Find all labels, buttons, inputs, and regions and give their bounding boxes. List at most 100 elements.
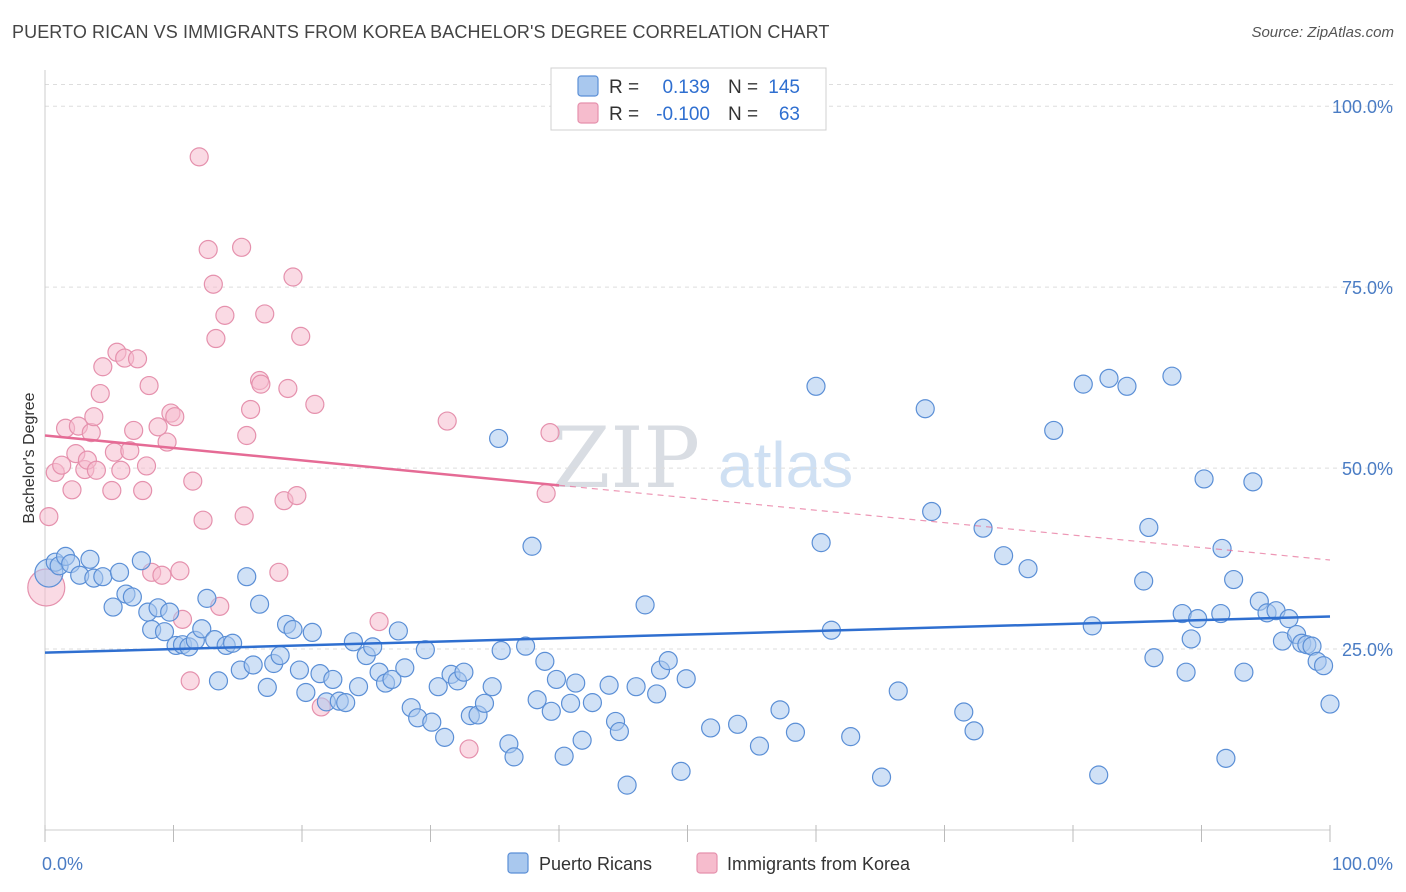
stats-legend: R = 0.139 N = 145 R = -0.100 N = 63 [550, 67, 827, 131]
puerto-rican-point-130 [1224, 569, 1244, 590]
puerto-rican-point-95 [728, 714, 748, 734]
korea-point-1 [39, 506, 59, 527]
puerto-rican-point-127 [1211, 603, 1231, 624]
puerto-rican-point-91 [658, 651, 678, 671]
korea-point-59 [437, 411, 457, 431]
puerto-rican-point-112 [1044, 420, 1064, 441]
korea-point-55 [291, 326, 311, 346]
puerto-rican-point-125 [1188, 609, 1208, 629]
chart-title: PUERTO RICAN VS IMMIGRANTS FROM KOREA BA… [12, 22, 830, 42]
korea-point-32 [170, 561, 190, 581]
korea-point-36 [189, 147, 209, 167]
legend-r-label-1: R = [609, 77, 639, 98]
korea-point-18 [111, 460, 131, 480]
watermark-atlas: atlas [718, 429, 853, 501]
korea-point-38 [198, 239, 218, 260]
puerto-rican-point-24 [197, 588, 217, 608]
puerto-rican-point-9 [109, 562, 130, 582]
korea-point-3 [52, 455, 72, 475]
puerto-rican-point-87 [626, 677, 646, 697]
puerto-rican-point-143 [1313, 656, 1334, 676]
puerto-rican-point-39 [296, 682, 316, 703]
korea-point-54 [287, 486, 307, 506]
puerto-rican-point-10 [103, 597, 123, 617]
puerto-rican-point-131 [1234, 662, 1254, 682]
puerto-rican-point-117 [1117, 376, 1137, 396]
puerto-rican-point-88 [635, 595, 655, 615]
puerto-rican-point-60 [435, 727, 455, 747]
puerto-rican-point-49 [363, 637, 383, 657]
korea-point-58 [369, 611, 389, 632]
series-legend-label-blue: Puerto Ricans [539, 854, 652, 874]
puerto-rican-point-86 [617, 775, 637, 795]
legend-swatch-blue [577, 75, 599, 97]
puerto-rican-point-107 [954, 702, 974, 722]
puerto-rican-point-69 [491, 640, 511, 661]
puerto-rican-point-77 [546, 669, 567, 690]
puerto-rican-point-82 [582, 693, 603, 713]
korea-point-40 [206, 328, 226, 349]
korea-point-23 [133, 480, 153, 501]
korea-point-37 [193, 510, 213, 530]
korea-point-48 [251, 374, 271, 394]
puerto-rican-point-110 [994, 546, 1014, 566]
puerto-rican-point-17 [154, 622, 175, 642]
puerto-rican-point-113 [1073, 374, 1093, 394]
puerto-rican-point-123 [1176, 662, 1196, 682]
puerto-rican-point-124 [1181, 629, 1201, 649]
puerto-rican-point-66 [474, 693, 495, 713]
korea-point-31 [165, 407, 185, 427]
korea-point-43 [232, 237, 252, 257]
puerto-rican-point-126 [1194, 469, 1214, 489]
korea-point-21 [124, 420, 144, 441]
puerto-rican-point-12 [122, 587, 142, 607]
korea-point-62 [540, 423, 560, 443]
legend-n-value-1: 145 [768, 77, 800, 98]
korea-trend-dashed [558, 484, 1331, 561]
puerto-rican-point-58 [422, 712, 442, 732]
puerto-rican-point-73 [522, 536, 542, 556]
puerto-rican-point-114 [1082, 616, 1102, 636]
puerto-rican-point-13 [131, 551, 151, 571]
grid-layer [45, 83, 1395, 650]
puerto-rican-point-28 [223, 633, 243, 653]
korea-point-61 [536, 483, 556, 504]
puerto-rican-point-31 [243, 655, 263, 675]
puerto-rican-point-18 [160, 602, 180, 622]
korea-point-50 [269, 562, 289, 582]
puerto-rican-point-6 [80, 549, 100, 569]
puerto-rican-point-80 [566, 673, 586, 693]
puerto-rican-point-104 [888, 681, 908, 701]
y-tick-label-1: 50.0% [1342, 459, 1393, 479]
legend-n-value-2: 63 [779, 104, 800, 125]
puerto-rican-point-99 [806, 376, 826, 396]
puerto-rican-point-83 [599, 675, 619, 695]
puerto-rican-point-57 [415, 640, 435, 660]
korea-point-44 [234, 506, 254, 526]
puerto-rican-point-53 [388, 621, 408, 641]
puerto-rican-point-52 [382, 669, 402, 690]
puerto-rican-point-132 [1243, 472, 1263, 492]
puerto-rican-point-109 [973, 518, 993, 538]
legend-r-value-2: -0.100 [656, 104, 710, 125]
puerto-rican-point-96 [749, 736, 770, 756]
puerto-rican-point-30 [237, 567, 257, 587]
puerto-rican-point-106 [922, 501, 942, 522]
axes-layer [44, 70, 1331, 842]
x-tick-label-1: 100.0% [1332, 854, 1393, 874]
puerto-rican-point-97 [770, 700, 790, 720]
puerto-rican-point-23 [192, 619, 212, 639]
legend-n-label-2: N = [728, 104, 758, 125]
puerto-rican-point-85 [609, 721, 629, 742]
legend-r-label-2: R = [609, 104, 639, 125]
puerto-rican-trend-solid [44, 615, 1331, 654]
x-tick-label-0: 0.0% [42, 854, 83, 874]
y-tick-label-3: 100.0% [1332, 97, 1393, 117]
watermark-zip: ZIP [552, 409, 700, 507]
puerto-rican-point-128 [1212, 538, 1232, 559]
puerto-rican-point-40 [302, 622, 322, 643]
korea-point-27 [148, 417, 168, 437]
legend-swatch-pink [577, 102, 599, 124]
puerto-rican-point-26 [208, 671, 229, 691]
